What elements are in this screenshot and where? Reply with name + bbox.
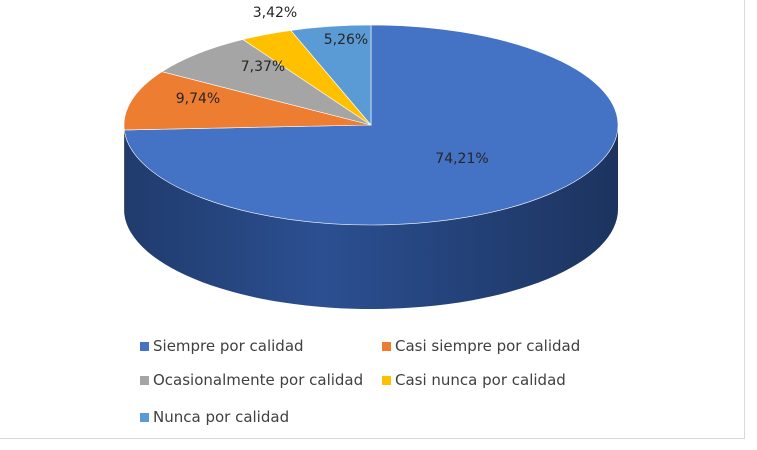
chart-frame (0, 0, 745, 439)
data-label-1: 74,21% (435, 151, 488, 167)
data-label-5: 5,26% (324, 32, 368, 48)
data-label-3: 7,37% (241, 59, 285, 75)
pie-sides (123, 125, 619, 310)
pie-slice-3[interactable] (161, 39, 372, 126)
pie-slice-2[interactable] (123, 71, 372, 131)
data-label-4: 3,42% (253, 5, 297, 21)
pie-side-shade-1 (124, 125, 619, 310)
pie-slice-5[interactable] (290, 24, 372, 126)
data-labels: 74,21% 9,74% 7,37% 3,42% 5,26% (176, 5, 489, 167)
data-label-2: 9,74% (176, 91, 220, 107)
pie-slices (123, 24, 619, 226)
